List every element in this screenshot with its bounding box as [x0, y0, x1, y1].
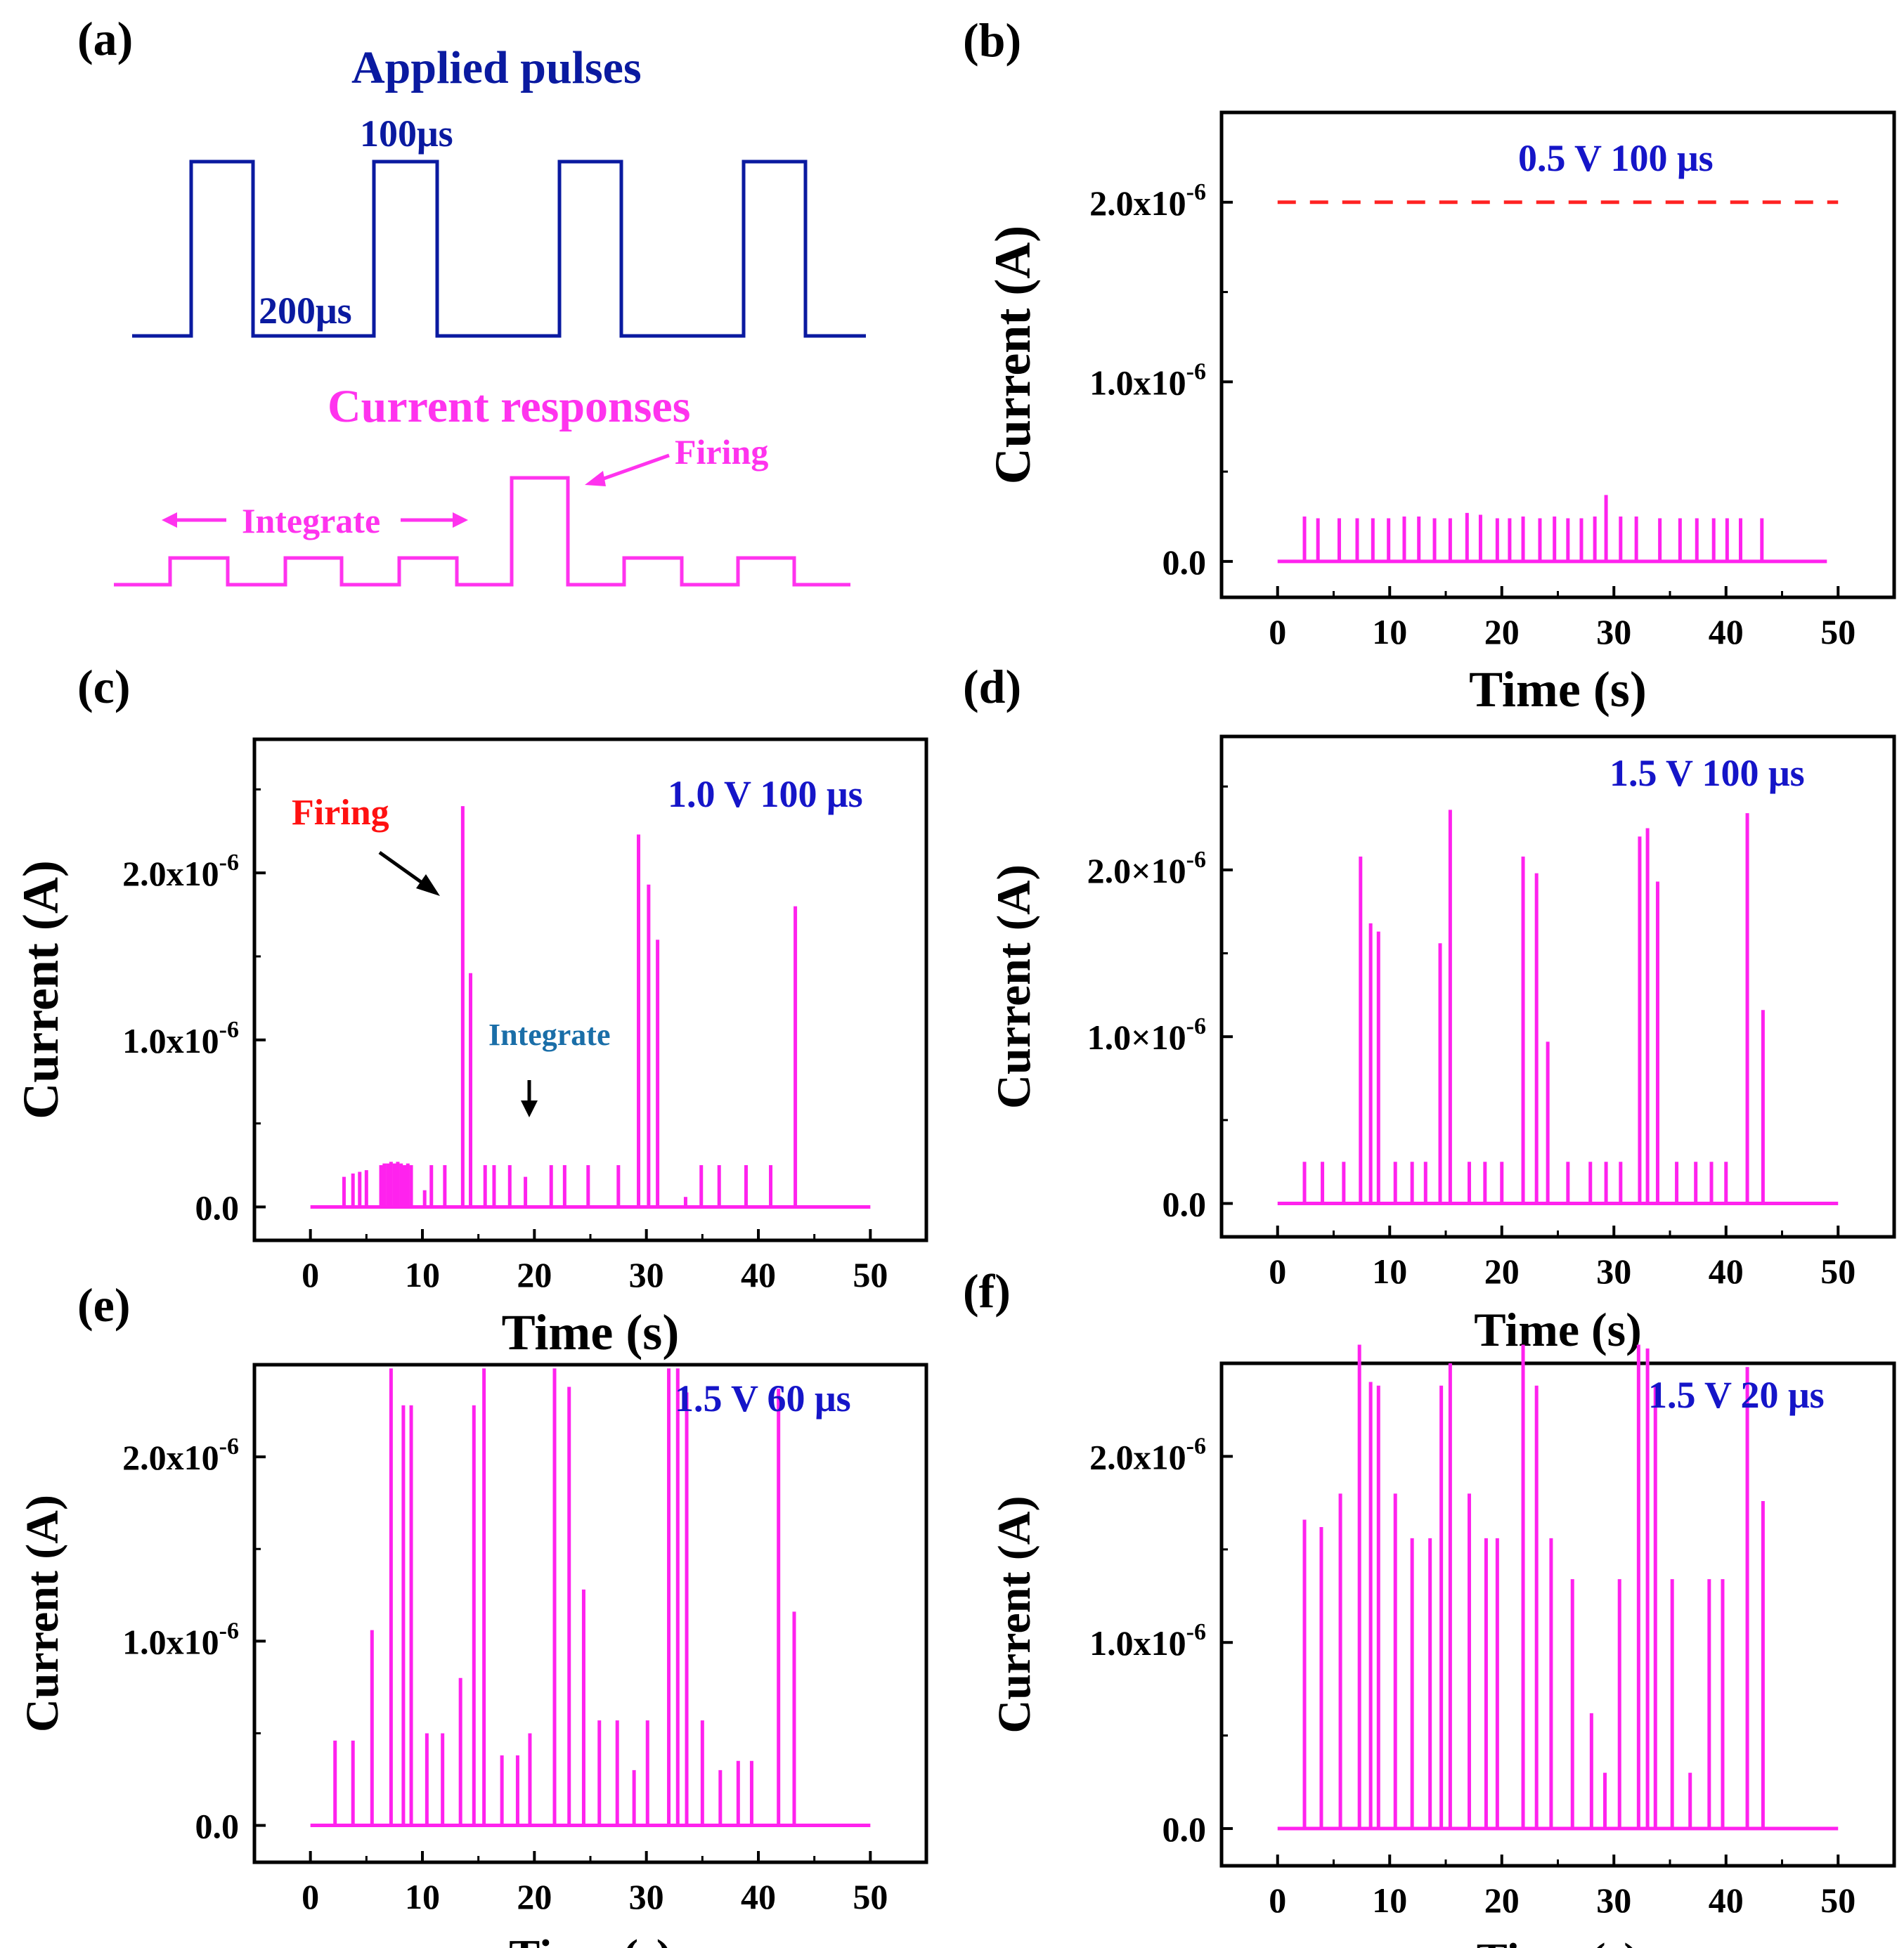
condition-label: 1.5 V 60 μs [675, 1377, 851, 1420]
panel-b-tag: (b) [963, 13, 1021, 67]
x-tick-label: 0 [1269, 1881, 1286, 1920]
response-title: Current responses [328, 381, 690, 432]
integrate-label-a: Integrate [242, 501, 380, 540]
y-tick-label: 1.0x10-6 [1089, 1619, 1206, 1663]
x-tick-label: 10 [1372, 1881, 1407, 1920]
chart-d: (d) 0 10 20 30 40 50 0.0 1.0×10-6 2.0×10-6 Time (s… [963, 660, 1896, 1356]
x-tick-label: 0 [302, 1255, 319, 1294]
x-tick-label: 40 [741, 1255, 776, 1294]
y-tick-label: 2.0x10-6 [1089, 179, 1206, 223]
chart-c: (c) 0 10 20 30 40 50 0.0 1.0x10-6 2.0x10-6 Time (s… [13, 660, 928, 1361]
y-axis-label: Current (A) [17, 1495, 68, 1732]
x-tick-label: 10 [1372, 1252, 1407, 1291]
integrate-arrowhead-left [162, 512, 177, 528]
x-tick-label: 40 [1709, 1881, 1744, 1920]
y-tick-label: 1.0x10-6 [122, 1618, 239, 1661]
firing-arrowhead-a [585, 471, 606, 486]
x-tick-label: 20 [1484, 1252, 1520, 1291]
x-axis-label: Time (s) [1474, 1303, 1642, 1356]
integrate-arrowhead [521, 1100, 538, 1117]
x-tick-label: 30 [629, 1877, 664, 1916]
y-tick-label: 2.0×10-6 [1087, 847, 1206, 890]
condition-label: 1.0 V 100 μs [668, 773, 863, 815]
integrate-label: Integrate [488, 1018, 611, 1052]
y-tick-label: 2.0x10-6 [1089, 1433, 1206, 1476]
pulse-train [132, 160, 866, 338]
x-axis-label: Time (s) [509, 1930, 672, 1948]
condition-label: 1.5 V 20 μs [1648, 1374, 1825, 1416]
x-tick-label: 0 [302, 1877, 319, 1916]
firing-label: Firing [292, 793, 389, 833]
x-tick-label: 50 [853, 1255, 888, 1294]
x-tick-label: 50 [1820, 1881, 1856, 1920]
y-tick-label: 0.0 [1163, 1810, 1207, 1849]
y-tick-label: 2.0x10-6 [122, 1434, 239, 1477]
panel-a-tag: (a) [77, 12, 133, 65]
y-axis-label: Current (A) [13, 860, 69, 1119]
x-tick-label: 20 [1484, 1881, 1520, 1920]
pulse-title: Applied pulses [351, 42, 642, 93]
x-tick-label: 40 [1709, 1252, 1744, 1291]
y-tick-label: 1.0x10-6 [1089, 358, 1206, 402]
x-tick-label: 20 [517, 1877, 552, 1916]
y-axis-label: Current (A) [989, 1496, 1040, 1734]
firing-arrow [378, 850, 427, 888]
x-tick-label: 0 [1269, 1252, 1286, 1291]
y-tick-label: 1.0x10-6 [122, 1017, 239, 1060]
x-tick-label: 30 [1596, 1881, 1631, 1920]
firing-label-a: Firing [675, 432, 768, 472]
panel-d-tag: (d) [963, 660, 1021, 713]
x-tick-label: 40 [741, 1877, 776, 1916]
condition-label: 1.5 V 100 μs [1610, 752, 1805, 794]
panel-c-tag: (c) [77, 660, 130, 713]
x-tick-label: 10 [405, 1255, 440, 1294]
y-axis-label: Current (A) [987, 864, 1040, 1109]
x-tick-label: 20 [517, 1255, 552, 1294]
pulse-gap-label: 200μs [259, 290, 352, 332]
condition-label: 0.5 V 100 μs [1518, 137, 1714, 179]
chart-b: (b) 0 10 20 30 40 50 0.0 1.0x10-6 2.0x10-6 Time (s… [963, 13, 1896, 717]
x-tick-label: 30 [629, 1255, 664, 1294]
chart-e: (e) 0 10 20 30 40 50 0.0 1.0x10-6 2.0x10-6 Time (s… [17, 1278, 928, 1948]
plot-frame [252, 1363, 928, 1864]
panel-f-tag: (f) [963, 1264, 1011, 1318]
chart-f: (f) 0 10 20 30 40 50 0.0 1.0x10-6 2.0x10-6 Time (s… [963, 1264, 1896, 1948]
x-tick-label: 0 [1269, 612, 1286, 651]
chart-panels: (b) 0 10 20 30 40 50 0.0 1.0x10-6 2.0x10-6 Time (s… [13, 13, 1896, 1948]
x-tick-label: 50 [853, 1877, 888, 1916]
y-tick-label: 1.0×10-6 [1087, 1013, 1206, 1057]
y-tick-label: 0.0 [1163, 543, 1207, 582]
x-axis-label: Time (s) [502, 1304, 680, 1361]
x-tick-label: 10 [1372, 612, 1407, 651]
firing-arrow-a [593, 453, 670, 484]
panel-a: (a) Applied pulses 100μs 200μs Current r… [77, 12, 866, 587]
plot-frame [1219, 110, 1896, 599]
panel-e-tag: (e) [77, 1278, 130, 1332]
y-tick-label: 2.0x10-6 [122, 850, 239, 893]
x-tick-label: 30 [1596, 1252, 1631, 1291]
integrate-arrowhead-right [453, 512, 468, 528]
y-tick-label: 0.0 [195, 1188, 240, 1227]
x-tick-label: 10 [405, 1877, 440, 1916]
x-tick-label: 20 [1484, 612, 1520, 651]
x-axis-label: Time (s) [1469, 661, 1647, 717]
firing-arrowhead [416, 874, 440, 896]
x-tick-label: 30 [1596, 612, 1631, 651]
x-axis-label: Time (s) [1477, 1934, 1640, 1948]
y-tick-label: 0.0 [1163, 1185, 1207, 1224]
x-tick-label: 50 [1820, 1252, 1856, 1291]
response-train [114, 476, 850, 587]
pulse-width-label: 100μs [360, 112, 453, 155]
x-tick-label: 40 [1709, 612, 1744, 651]
x-tick-label: 50 [1820, 612, 1856, 651]
y-tick-label: 0.0 [195, 1807, 240, 1846]
y-axis-label: Current (A) [985, 226, 1041, 485]
